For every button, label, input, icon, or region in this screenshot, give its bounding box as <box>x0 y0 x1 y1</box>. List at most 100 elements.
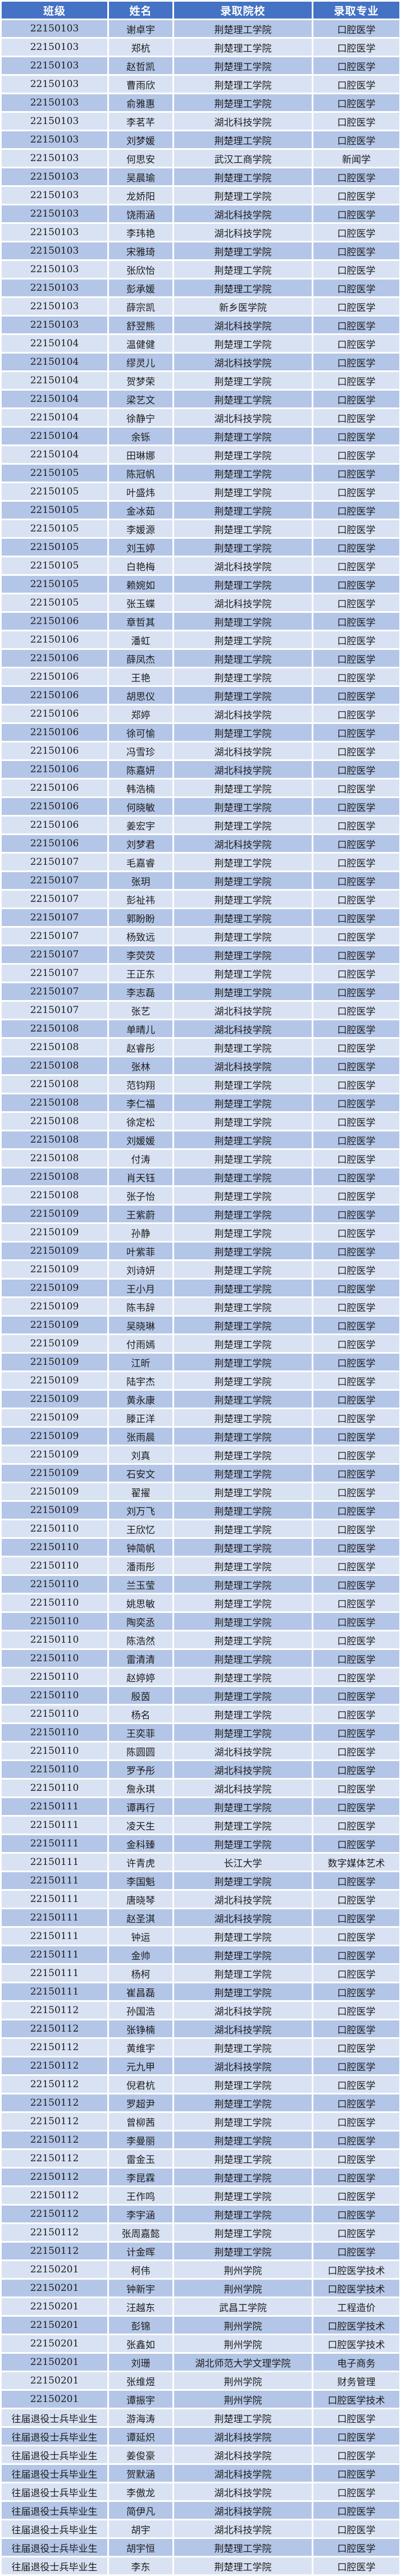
cell-college: 荆楚理工学院 <box>174 909 312 926</box>
cell-major: 口腔医学 <box>313 1483 399 1500</box>
table-row: 22150104 徐静宁 湖北科技学院 口腔医学 <box>2 409 399 426</box>
cell-college: 荆州学院 <box>174 2335 312 2352</box>
cell-major: 口腔医学 <box>313 928 399 945</box>
cell-name: 简伊凡 <box>109 2502 172 2519</box>
cell-major: 口腔医学 <box>313 2483 399 2500</box>
table-row: 22150109 陈韦辞 荆楚理工学院 口腔医学 <box>2 1298 399 1315</box>
cell-major: 口腔医学 <box>313 1131 399 1148</box>
cell-name: 张雨晨 <box>109 1428 172 1445</box>
cell-class: 22150106 <box>2 631 107 648</box>
cell-name: 李玮艳 <box>109 224 172 241</box>
cell-college: 荆楚理工学院 <box>174 261 312 278</box>
table-row: 22150108 徐定松 荆楚理工学院 口腔医学 <box>2 1113 399 1130</box>
cell-major: 口腔医学 <box>313 1243 399 1259</box>
cell-college: 荆楚理工学院 <box>174 187 312 204</box>
table-row: 22150201 柯伟 荆州学院 口腔医学技术 <box>2 2261 399 2278</box>
cell-name: 罗超尹 <box>109 2094 172 2111</box>
cell-name: 唐晓琴 <box>109 1891 172 1908</box>
cell-name: 李曼丽 <box>109 2132 172 2148</box>
table-row: 22150112 雷金玉 荆楚理工学院 口腔医学 <box>2 2150 399 2167</box>
cell-name: 王欣忆 <box>109 1520 172 1537</box>
table-row: 22150110 钟简帆 荆楚理工学院 口腔医学 <box>2 1539 399 1556</box>
cell-major: 口腔医学 <box>313 2094 399 2111</box>
cell-major: 口腔医学 <box>313 1706 399 1722</box>
cell-name: 陈冠帆 <box>109 465 172 482</box>
cell-class: 22150110 <box>2 1576 107 1593</box>
cell-name: 缪灵儿 <box>109 354 172 370</box>
cell-college: 湖北科技学院 <box>174 205 312 222</box>
cell-class: 22150108 <box>2 1113 107 1130</box>
cell-college: 荆楚理工学院 <box>174 965 312 982</box>
cell-name: 叶盛炜 <box>109 483 172 500</box>
cell-name: 冯雪珍 <box>109 742 172 759</box>
cell-class: 22150103 <box>2 20 107 37</box>
table-row: 22150110 杨名 荆楚理工学院 口腔医学 <box>2 1706 399 1722</box>
cell-class: 往届退役士兵毕业生 <box>2 2539 107 2556</box>
cell-college: 荆楚理工学院 <box>174 76 312 93</box>
cell-college: 荆州学院 <box>174 2317 312 2334</box>
table-row: 22150103 舒翌熊 湖北科技学院 口腔医学 <box>2 317 399 333</box>
cell-class: 22150105 <box>2 502 107 519</box>
cell-college: 荆楚理工学院 <box>174 1872 312 1889</box>
cell-college: 荆楚理工学院 <box>174 1706 312 1722</box>
table-row: 22150103 龙娇阳 荆楚理工学院 口腔医学 <box>2 187 399 204</box>
cell-major: 口腔医学 <box>313 761 399 778</box>
cell-college: 荆楚理工学院 <box>174 1520 312 1537</box>
table-row: 22150106 薛凤杰 荆楚理工学院 口腔医学 <box>2 650 399 667</box>
cell-class: 22150108 <box>2 1039 107 1056</box>
cell-major: 口腔医学 <box>313 2520 399 2537</box>
cell-major: 口腔医学 <box>313 465 399 482</box>
cell-college: 湖北科技学院 <box>174 705 312 722</box>
cell-class: 22150112 <box>2 2150 107 2167</box>
cell-college: 荆楚理工学院 <box>174 2076 312 2093</box>
cell-major: 口腔医学 <box>313 705 399 722</box>
cell-class: 22150103 <box>2 279 107 296</box>
cell-major: 口腔医学 <box>313 1520 399 1537</box>
cell-class: 22150201 <box>2 2261 107 2278</box>
cell-college: 荆楚理工学院 <box>174 1817 312 1834</box>
cell-class: 22150108 <box>2 1057 107 1074</box>
cell-name: 李东 <box>109 2557 172 2574</box>
table-row: 往届退役士兵毕业生 贺默涵 湖北科技学院 口腔医学 <box>2 2465 399 2482</box>
cell-class: 22150112 <box>2 2169 107 2185</box>
cell-college: 荆楚理工学院 <box>174 891 312 907</box>
cell-college: 湖北科技学院 <box>174 224 312 241</box>
cell-class: 22150112 <box>2 2132 107 2148</box>
cell-name: 饶雨涵 <box>109 205 172 222</box>
cell-major: 口腔医学 <box>313 557 399 574</box>
table-row: 22150107 张艺 湖北科技学院 口腔医学 <box>2 1002 399 1019</box>
cell-college: 荆楚理工学院 <box>174 1724 312 1741</box>
table-row: 22150105 白艳梅 湖北科技学院 口腔医学 <box>2 557 399 574</box>
cell-class: 22150112 <box>2 2020 107 2037</box>
cell-name: 徐定松 <box>109 1113 172 1130</box>
cell-name: 宋雅琦 <box>109 242 172 259</box>
cell-class: 22150103 <box>2 224 107 241</box>
cell-major: 口腔医学 <box>313 1446 399 1463</box>
cell-college: 荆楚理工学院 <box>174 872 312 889</box>
cell-major: 口腔医学 <box>313 1650 399 1667</box>
table-row: 22150103 郑杭 荆楚理工学院 口腔医学 <box>2 39 399 56</box>
cell-class: 22150103 <box>2 150 107 167</box>
cell-major: 口腔医学 <box>313 57 399 74</box>
table-row: 22150112 王作鸣 荆楚理工学院 口腔医学 <box>2 2187 399 2204</box>
table-row: 22150108 单晴儿 湖北科技学院 口腔医学 <box>2 1020 399 1037</box>
table-row: 22150112 元九甲 湖北科技学院 口腔医学 <box>2 2057 399 2074</box>
cell-major: 口腔医学 <box>313 1465 399 1482</box>
cell-major: 口腔医学技术 <box>313 2280 399 2297</box>
cell-major: 口腔医学 <box>313 131 399 148</box>
cell-major: 口腔医学 <box>313 224 399 241</box>
cell-class: 22150111 <box>2 1817 107 1834</box>
cell-name: 杨柯 <box>109 1965 172 1982</box>
cell-major: 工程造价 <box>313 2298 399 2315</box>
cell-class: 22150201 <box>2 2317 107 2334</box>
table-row: 22150112 张周嘉懿 荆楚理工学院 口腔医学 <box>2 2224 399 2241</box>
table-row: 22150103 曹雨欣 荆楚理工学院 口腔医学 <box>2 76 399 93</box>
cell-major: 口腔医学 <box>313 687 399 704</box>
cell-college: 荆楚理工学院 <box>174 1502 312 1519</box>
cell-college: 荆州学院 <box>174 2372 312 2389</box>
cell-class: 22150109 <box>2 1409 107 1426</box>
cell-college: 湖北科技学院 <box>174 2446 312 2463</box>
cell-major: 口腔医学 <box>313 1224 399 1241</box>
cell-college: 荆楚理工学院 <box>174 57 312 74</box>
table-row: 22150112 罗超尹 荆楚理工学院 口腔医学 <box>2 2094 399 2111</box>
